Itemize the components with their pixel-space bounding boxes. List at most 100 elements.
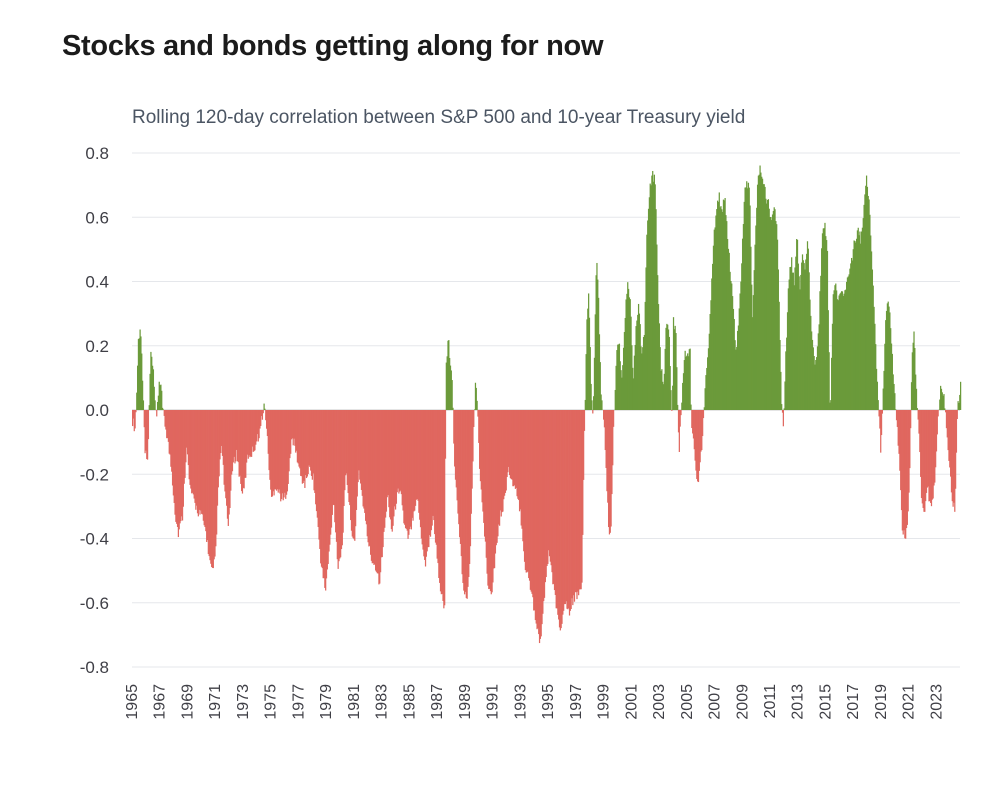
negative-bar [702, 410, 704, 437]
positive-bar [826, 250, 829, 410]
negative-bar [236, 410, 239, 462]
negative-bar [428, 410, 430, 548]
negative-bar [259, 410, 261, 429]
positive-bar [812, 347, 814, 410]
negative-bar [411, 410, 413, 518]
negative-bar [439, 410, 442, 592]
positive-bar [804, 269, 806, 410]
negative-bar [219, 410, 221, 460]
bars-layer [132, 165, 962, 644]
negative-bar [286, 410, 289, 492]
positive-bar [651, 175, 653, 410]
positive-bar [707, 357, 709, 410]
positive-bar [867, 195, 869, 410]
positive-bar [957, 401, 959, 410]
positive-bar [943, 394, 945, 410]
negative-bar [493, 410, 496, 569]
positive-bar [630, 316, 632, 410]
positive-bar [653, 174, 655, 410]
negative-bar [464, 410, 466, 595]
positive-bar [741, 263, 743, 410]
negative-bar [353, 410, 355, 540]
negative-bar [694, 410, 696, 461]
positive-bar [706, 367, 708, 410]
positive-bar [752, 295, 755, 410]
positive-bar [629, 299, 631, 410]
negative-bar [369, 410, 371, 546]
y-tick-label: 0.4 [85, 273, 109, 292]
positive-bar [872, 285, 874, 410]
positive-bar [746, 188, 749, 410]
negative-bar [424, 410, 427, 567]
negative-bar [228, 410, 230, 515]
negative-bar [325, 410, 328, 579]
positive-bar [158, 381, 160, 410]
negative-bar [920, 410, 923, 499]
negative-bar [290, 410, 293, 440]
negative-bar [903, 410, 905, 531]
negative-bar [479, 410, 481, 469]
negative-bar [951, 410, 953, 502]
negative-bar [532, 410, 534, 598]
positive-bar [747, 182, 750, 410]
positive-bar [744, 187, 746, 410]
negative-bar [702, 410, 705, 419]
positive-bar [877, 400, 879, 410]
negative-bar [231, 410, 234, 472]
positive-bar [851, 260, 854, 410]
negative-bar [880, 410, 882, 453]
negative-bar [575, 410, 577, 593]
negative-bar [567, 410, 569, 610]
negative-bar [478, 410, 480, 443]
positive-bar [790, 266, 792, 410]
negative-bar [381, 410, 383, 558]
negative-bar [468, 410, 470, 577]
negative-bar [190, 410, 192, 489]
negative-bar [419, 410, 422, 528]
negative-bar [918, 410, 920, 434]
positive-bar [829, 402, 831, 410]
negative-bar [181, 410, 184, 521]
negative-bar [429, 410, 432, 537]
positive-bar [783, 408, 785, 410]
negative-bar [218, 410, 220, 477]
negative-bar [258, 410, 260, 439]
negative-bar [895, 410, 898, 421]
negative-bar [679, 410, 681, 427]
negative-bar [270, 410, 273, 497]
negative-bar [514, 410, 517, 489]
negative-bar [407, 410, 409, 539]
positive-bar [808, 272, 810, 410]
positive-bar [862, 218, 864, 410]
positive-bar [863, 204, 865, 410]
negative-bar [511, 410, 513, 480]
negative-bar [527, 410, 529, 572]
positive-bar [756, 207, 758, 410]
negative-bar [180, 410, 182, 522]
negative-bar [207, 410, 209, 555]
negative-bar [281, 410, 284, 494]
negative-bar [329, 410, 331, 545]
negative-bar [188, 410, 190, 480]
negative-bar [206, 410, 208, 542]
positive-bar [760, 172, 762, 410]
negative-bar [922, 410, 924, 508]
negative-bar [934, 410, 936, 483]
positive-bar [836, 290, 838, 410]
positive-bar [622, 365, 624, 410]
negative-bar [698, 410, 700, 471]
positive-bar [836, 299, 839, 410]
positive-bar [474, 409, 476, 410]
positive-bar [638, 313, 641, 410]
negative-bar [323, 410, 325, 579]
negative-bar [434, 410, 437, 543]
positive-bar [721, 209, 723, 410]
negative-bar [414, 410, 416, 511]
positive-bar [585, 354, 587, 410]
positive-bar [451, 380, 453, 410]
negative-bar [335, 410, 338, 542]
positive-bar [870, 235, 872, 410]
negative-bar [540, 410, 542, 637]
negative-bar [195, 410, 197, 510]
positive-bar [683, 360, 685, 410]
